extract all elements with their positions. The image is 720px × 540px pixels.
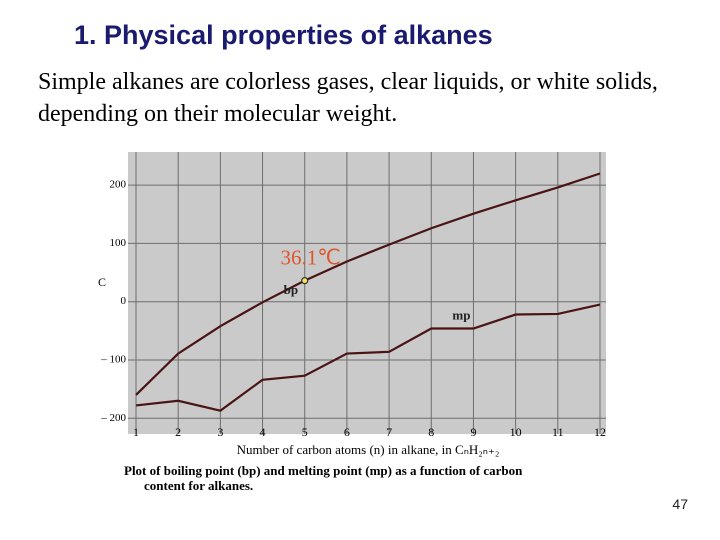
x-tick-label: 3 bbox=[217, 425, 223, 439]
series-label: bp bbox=[284, 282, 298, 297]
x-tick-label: 5 bbox=[302, 425, 308, 439]
annotation-point bbox=[301, 277, 309, 285]
x-tick-label: 1 bbox=[133, 425, 139, 439]
caption: content for alkanes. bbox=[144, 478, 253, 493]
y-axis-label: C bbox=[98, 275, 106, 289]
annotation-text: 36.1℃ bbox=[281, 245, 341, 269]
series-line bbox=[135, 303, 601, 412]
x-tick-label: 11 bbox=[552, 425, 564, 439]
y-tick-label: 100 bbox=[110, 237, 127, 249]
x-tick-label: 4 bbox=[260, 425, 266, 439]
page-number: 47 bbox=[672, 496, 688, 512]
x-tick-label: 9 bbox=[470, 425, 476, 439]
y-tick-label: – 100 bbox=[100, 354, 126, 366]
slide-title: 1. Physical properties of alkanes bbox=[74, 20, 493, 50]
series-label: mp bbox=[452, 307, 470, 322]
plot-background bbox=[128, 152, 606, 434]
y-tick-label: 0 bbox=[121, 295, 127, 307]
y-tick-label: 200 bbox=[110, 179, 127, 191]
x-axis-label: Number of carbon atoms (n) in alkane, in… bbox=[237, 442, 500, 457]
x-tick-label: 2 bbox=[175, 425, 181, 439]
x-tick-label: 12 bbox=[594, 425, 606, 439]
x-tick-label: 8 bbox=[428, 425, 434, 439]
x-tick-label: 6 bbox=[344, 425, 350, 439]
series-line bbox=[135, 172, 601, 396]
y-tick-label: – 200 bbox=[100, 412, 126, 424]
x-tick-label: 10 bbox=[510, 425, 522, 439]
x-tick-label: 7 bbox=[386, 425, 392, 439]
caption: Plot of boiling point (bp) and melting p… bbox=[124, 463, 523, 478]
body-text: Simple alkanes are colorless gases, clea… bbox=[38, 69, 658, 127]
